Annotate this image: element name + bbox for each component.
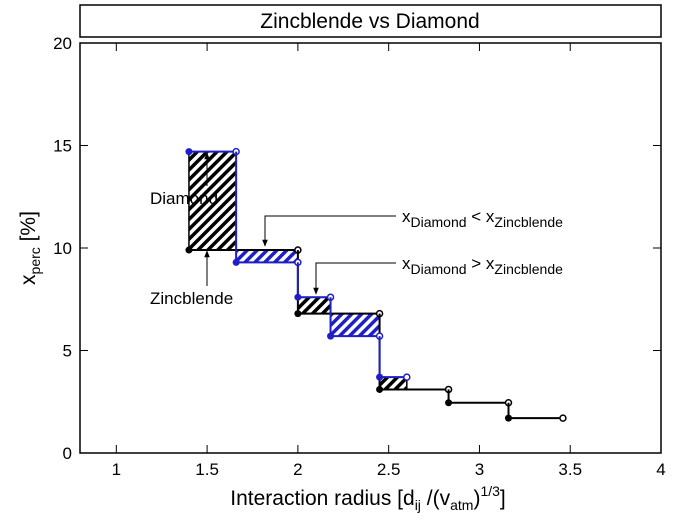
start-point bbox=[376, 373, 384, 381]
start-point bbox=[504, 414, 512, 422]
x-tick-label: 3.5 bbox=[558, 460, 582, 479]
difference-area bbox=[235, 249, 299, 264]
y-tick-label: 10 bbox=[53, 239, 72, 258]
x-tick-label: 3 bbox=[475, 460, 484, 479]
start-point bbox=[376, 385, 384, 393]
start-point bbox=[232, 258, 240, 266]
difference-area bbox=[378, 376, 408, 391]
start-point bbox=[445, 399, 453, 407]
x-tick-label: 2 bbox=[293, 460, 302, 479]
legend-label: Diamond bbox=[150, 189, 218, 208]
y-tick-label: 0 bbox=[63, 444, 72, 463]
difference-area bbox=[329, 312, 381, 337]
arrow bbox=[313, 262, 396, 295]
x-tick-label: 4 bbox=[656, 460, 665, 479]
start-point bbox=[294, 310, 302, 318]
chart-title: Zincblende vs Diamond bbox=[260, 10, 479, 33]
start-point bbox=[185, 246, 193, 254]
x-tick-label: 1 bbox=[112, 460, 121, 479]
end-point bbox=[403, 373, 411, 381]
start-point bbox=[294, 293, 302, 301]
x-tick-label: 2.5 bbox=[377, 460, 401, 479]
end-point bbox=[559, 414, 567, 422]
y-axis-label: xperc [%] bbox=[17, 211, 43, 285]
start-point bbox=[327, 332, 335, 340]
x-axis-label: Interaction radius [dij /(vatm)1/3] bbox=[230, 483, 506, 513]
x-tick-label: 1.5 bbox=[195, 460, 219, 479]
y-tick-label: 20 bbox=[53, 34, 72, 53]
y-tick-label: 5 bbox=[63, 342, 72, 361]
annotation: xDiamond < xZincblende bbox=[402, 207, 563, 230]
start-point bbox=[185, 148, 193, 156]
arrow bbox=[262, 215, 396, 247]
y-tick-label: 15 bbox=[53, 137, 72, 156]
difference-area bbox=[188, 150, 237, 251]
plot-frame bbox=[79, 42, 662, 454]
difference-area bbox=[297, 296, 332, 315]
legend-label: Zincblende bbox=[150, 289, 233, 308]
title-box bbox=[79, 4, 662, 38]
annotation: xDiamond > xZincblende bbox=[402, 254, 563, 277]
